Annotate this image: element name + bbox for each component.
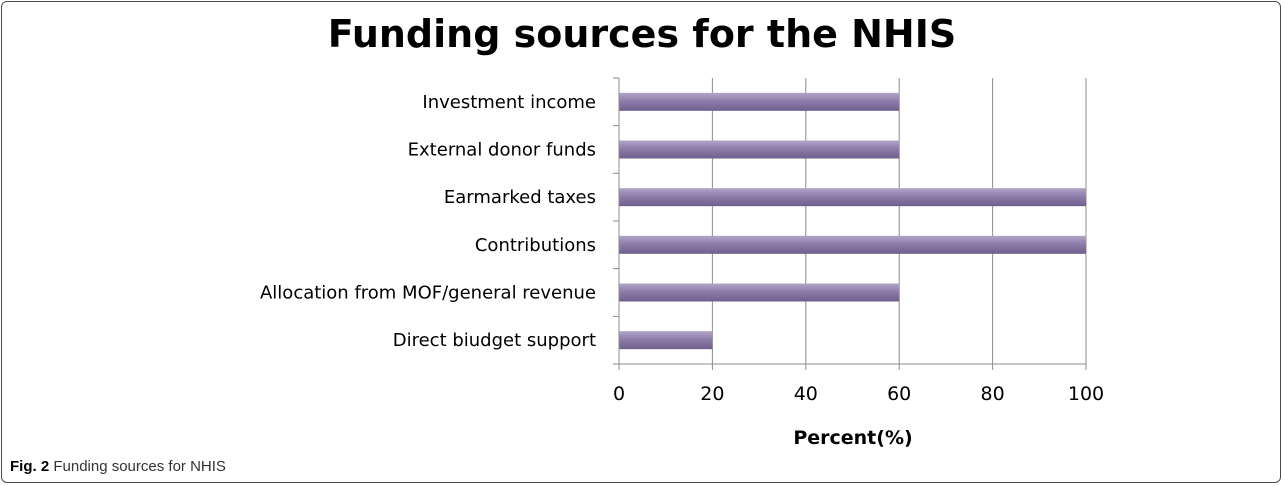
gridlines bbox=[711, 78, 1087, 364]
category-label: Earmarked taxes bbox=[444, 187, 596, 208]
x-tick-label: 20 bbox=[700, 383, 724, 405]
x-tick-label: 60 bbox=[887, 383, 911, 405]
x-tick-label: 80 bbox=[981, 383, 1005, 405]
category-label: Direct biudget support bbox=[393, 330, 596, 351]
caption-text: Funding sources for NHIS bbox=[53, 458, 226, 475]
x-axis-title: Percent(%) bbox=[793, 427, 912, 449]
chart-title: Funding sources for the NHIS bbox=[327, 12, 957, 56]
x-tick-label: 100 bbox=[1068, 383, 1104, 405]
bars bbox=[619, 92, 1086, 350]
category-label: External donor funds bbox=[408, 140, 596, 161]
figure-caption: Fig. 2 Funding sources for NHIS bbox=[10, 458, 226, 475]
axes bbox=[613, 77, 1087, 370]
category-labels: Investment income External donor funds Ear… bbox=[260, 92, 596, 351]
bar bbox=[619, 140, 900, 159]
category-label: Investment income bbox=[422, 92, 596, 113]
x-tick-label: 40 bbox=[794, 383, 818, 405]
bar bbox=[619, 188, 1086, 207]
bar bbox=[619, 283, 900, 302]
bar bbox=[619, 235, 1086, 254]
tick-labels: 0 20 40 60 80 100 bbox=[613, 383, 1104, 405]
caption-label: Fig. 2 bbox=[10, 458, 50, 475]
category-label: Contributions bbox=[475, 235, 596, 256]
x-tick-label: 0 bbox=[613, 383, 625, 405]
category-label: Allocation from MOF/general revenue bbox=[260, 283, 596, 304]
bar bbox=[619, 331, 713, 350]
bar bbox=[619, 92, 900, 111]
